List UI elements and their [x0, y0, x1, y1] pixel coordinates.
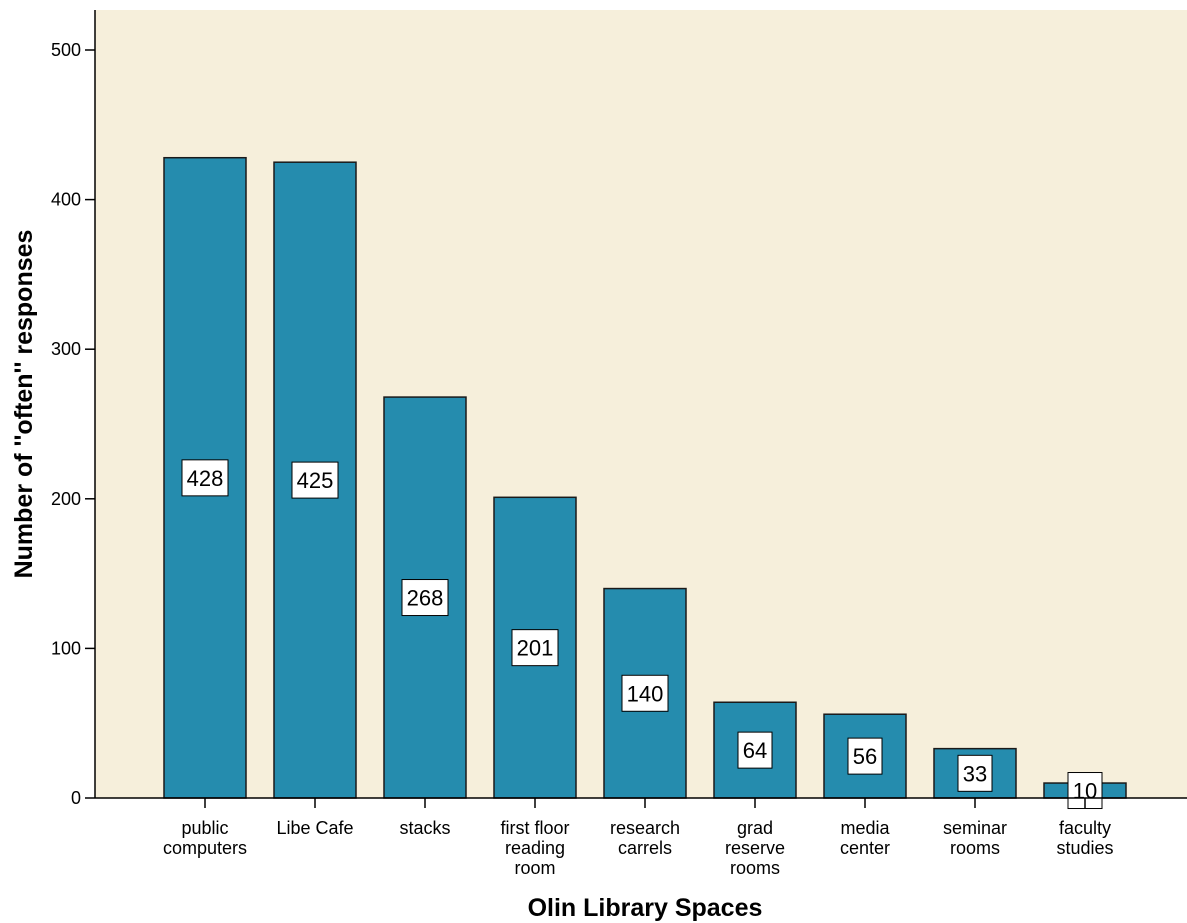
data-label-box: [291, 461, 339, 499]
data-label: 425: [297, 468, 334, 493]
y-tick-label: 200: [51, 489, 81, 509]
y-axis-title: Number of ''often'' responses: [10, 230, 38, 579]
data-label-box: [511, 629, 559, 667]
y-tick-label: 100: [51, 638, 81, 658]
x-tick-label: public computers: [163, 818, 247, 858]
data-label-box: [737, 731, 773, 769]
data-label-box: [401, 579, 449, 617]
x-tick-label: stacks: [399, 818, 450, 838]
y-tick-label: 500: [51, 40, 81, 60]
x-tick-label: seminar rooms: [943, 818, 1007, 858]
x-tick-label: research carrels: [610, 818, 680, 858]
data-label: 56: [853, 744, 877, 769]
data-label: 428: [187, 466, 224, 491]
data-label: 140: [627, 681, 664, 706]
data-label-box: [847, 737, 883, 775]
x-tick-label: media center: [840, 818, 891, 858]
x-tick-label: Libe Cafe: [276, 818, 353, 838]
x-tick-label: faculty studies: [1056, 818, 1113, 858]
data-label-box: [621, 674, 669, 712]
y-axis-ticks: 0 100 200 300 400 500: [51, 40, 95, 808]
x-axis-title: Olin Library Spaces: [528, 894, 763, 922]
data-label-box: [957, 754, 993, 792]
data-label: 268: [407, 586, 444, 611]
y-tick-label: 300: [51, 339, 81, 359]
x-axis-ticks: public computers Libe Cafe stacks first floo…: [163, 798, 1114, 878]
x-tick-label: grad reserve rooms: [725, 818, 785, 878]
data-label: 33: [963, 761, 987, 786]
y-tick-label: 400: [51, 190, 81, 210]
data-label: 201: [517, 636, 554, 661]
y-tick-label: 0: [71, 788, 81, 808]
data-label-box: [181, 459, 229, 497]
x-tick-label: first floor reading room: [500, 818, 569, 878]
data-label: 64: [743, 738, 767, 763]
